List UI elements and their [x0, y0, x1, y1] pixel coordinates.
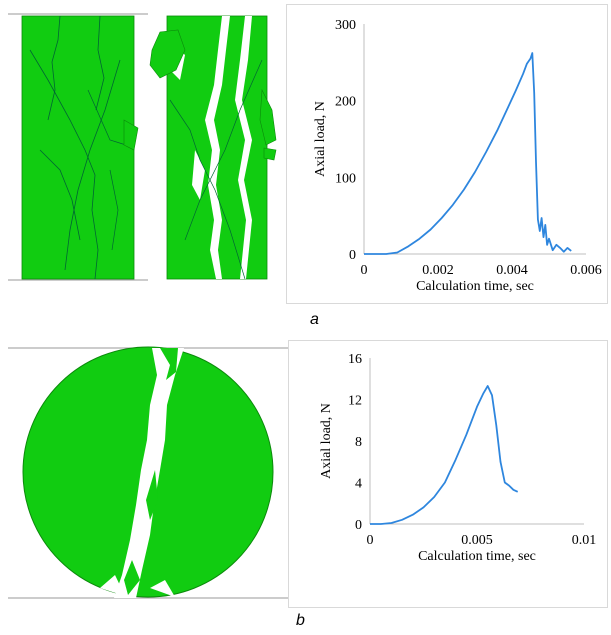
y-tick-label: 0: [349, 248, 356, 263]
x-tick-label: 0: [367, 533, 374, 548]
y-tick-label: 16: [348, 352, 362, 367]
x-tick-label: 0.004: [496, 263, 528, 278]
x-axis-title: Calculation time, sec: [416, 279, 534, 294]
x-tick-label: 0: [361, 263, 368, 278]
y-tick-label: 200: [335, 95, 356, 110]
x-tick-label: 0.006: [570, 263, 602, 278]
y-tick-label: 8: [355, 435, 362, 450]
y-tick-label: 4: [355, 477, 362, 492]
x-tick-label: 0.01: [572, 533, 597, 548]
y-axis-title: Axial load, N: [313, 101, 328, 177]
x-tick-label: 0.002: [422, 263, 454, 278]
y-axis-title: Axial load, N: [319, 403, 334, 479]
x-axis-title: Calculation time, sec: [418, 549, 536, 564]
x-tick-label: 0.005: [461, 533, 493, 548]
y-tick-label: 300: [335, 18, 356, 33]
chart-a: 0 100 200 300 0 0.002 0.004 0.006 Calculation ti…: [313, 18, 602, 294]
y-tick-label: 0: [355, 518, 362, 533]
y-tick-label: 12: [348, 394, 362, 409]
series-line: [364, 52, 572, 255]
caption-a: a: [310, 311, 319, 328]
y-tick-label: 100: [335, 171, 356, 186]
caption-b: b: [296, 612, 305, 629]
series-line: [370, 385, 519, 525]
chart-b: 0 4 8 12 16 0 0.005 0.01 Calculation time, sec Ax…: [319, 352, 597, 564]
